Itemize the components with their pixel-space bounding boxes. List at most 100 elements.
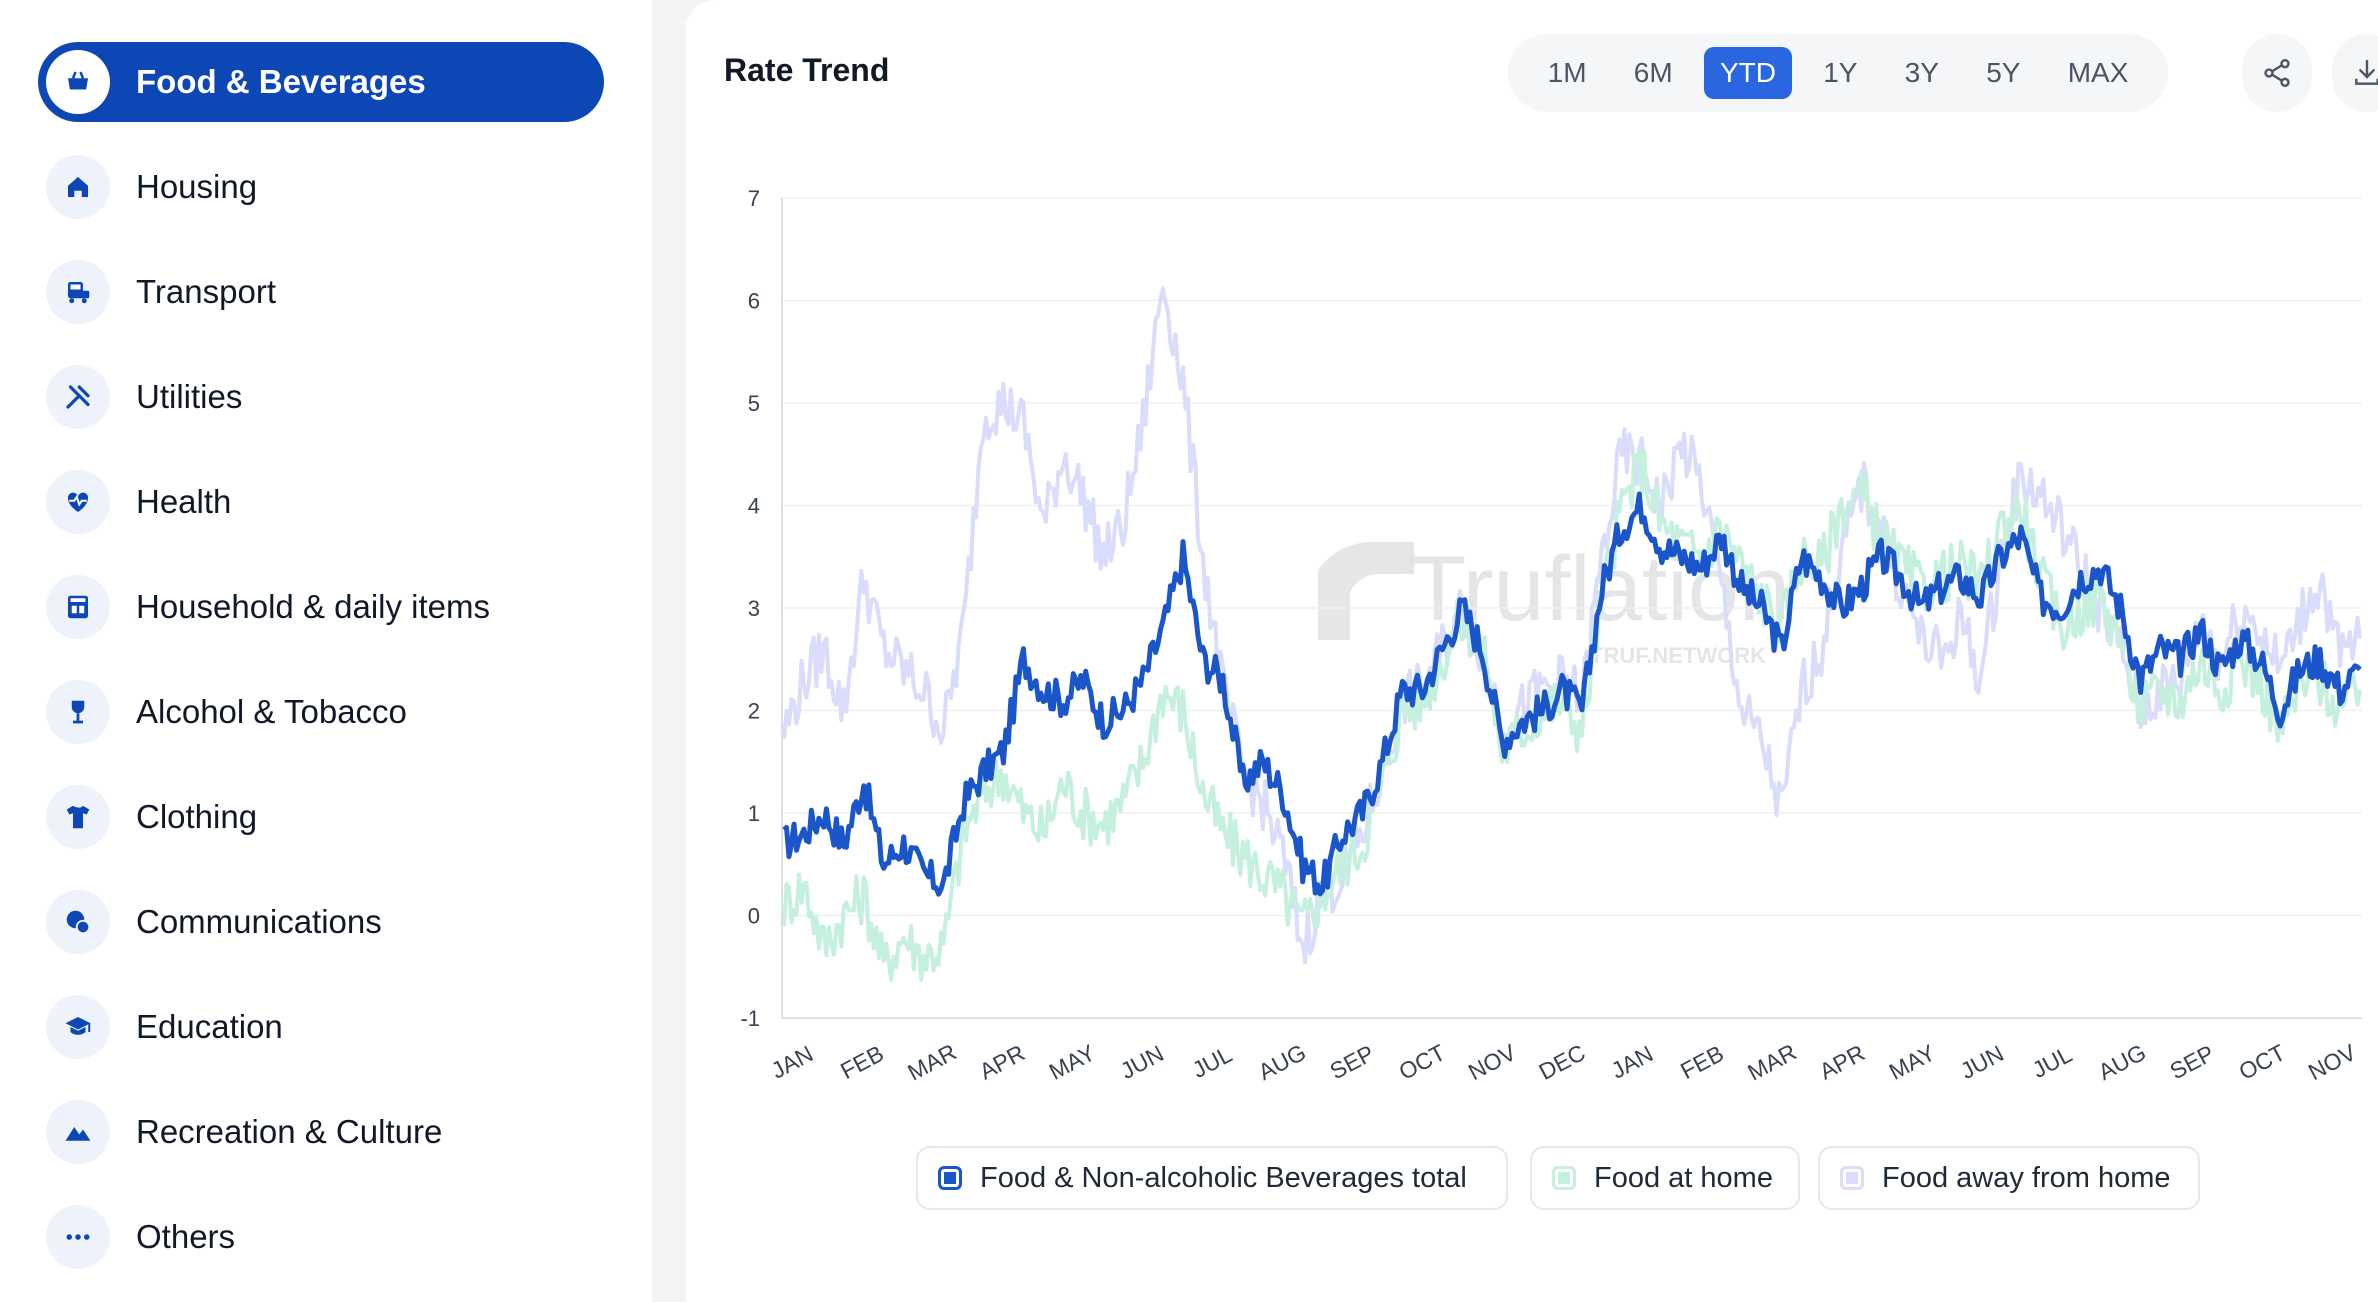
x-tick-label: JAN: [767, 1040, 818, 1083]
share-button[interactable]: [2242, 34, 2312, 112]
more-dots-icon: [46, 1205, 110, 1269]
chat-icon: [46, 890, 110, 954]
sidebar-item-label: Housing: [136, 168, 258, 205]
sidebar-item-label: Food & Beverages: [136, 63, 426, 100]
range-tab-1m[interactable]: 1M: [1547, 57, 1587, 88]
chart-panel: Rate Trend 1M 6M YTD 1Y 3Y 5Y MAX: [686, 0, 2378, 1302]
wine-glass-icon: [46, 680, 110, 744]
sidebar-item-label: Household & daily items: [136, 588, 491, 625]
x-tick-label: MAR: [1743, 1039, 1800, 1086]
legend-label: Food at home: [1594, 1161, 1773, 1194]
y-tick-label: -1: [740, 1006, 760, 1031]
x-tick-label: AUG: [2094, 1039, 2150, 1085]
chart-title: Rate Trend: [724, 52, 890, 88]
legend-swatch: [1552, 1166, 1576, 1190]
sidebar-item-label: Recreation & Culture: [136, 1113, 443, 1150]
legend-swatch: [1840, 1166, 1864, 1190]
series-line-1: [782, 448, 2362, 982]
sidebar-item-education[interactable]: Education: [38, 987, 604, 1067]
y-axis-ticks: -1 0 1 2 3 4 5 6 7: [740, 186, 760, 1031]
tshirt-icon: [46, 785, 110, 849]
sidebar-item-housing[interactable]: Housing: [38, 147, 604, 227]
series-line-0: [782, 491, 2362, 897]
x-tick-label: APR: [1815, 1039, 1869, 1084]
sidebar-item-label: Education: [136, 1008, 283, 1045]
range-tab-6m[interactable]: 6M: [1633, 57, 1673, 88]
share-icon: [2264, 59, 2290, 87]
x-tick-label: JUL: [1188, 1041, 1237, 1083]
sidebar-item-label: Alcohol & Tobacco: [136, 693, 407, 730]
y-tick-label: 5: [748, 391, 760, 416]
time-range-tabs: 1M 6M YTD 1Y 3Y 5Y MAX: [1508, 34, 2168, 112]
x-tick-label: JAN: [1607, 1040, 1658, 1083]
sidebar-item-label: Others: [136, 1218, 236, 1255]
chart-series: [782, 286, 2362, 982]
x-tick-label: NOV: [1464, 1039, 1521, 1086]
sidebar-item-health[interactable]: Health: [38, 462, 604, 542]
sidebar-item-household-daily-items[interactable]: Household & daily items: [38, 567, 604, 647]
tools-icon: [46, 365, 110, 429]
x-tick-label: MAY: [1045, 1039, 1100, 1085]
x-tick-label: APR: [975, 1039, 1029, 1084]
cart-icon: [46, 50, 110, 114]
x-tick-label: JUN: [1956, 1040, 2008, 1084]
y-tick-label: 2: [748, 699, 760, 724]
x-axis-ticks: JAN FEB MAR APR MAY JUN JUL AUG SEP OCT NOV DEC JAN F…: [767, 1039, 2361, 1086]
sidebar-item-food-beverages[interactable]: Food & Beverages: [38, 42, 604, 122]
sidebar-item-transport[interactable]: Transport: [38, 252, 604, 332]
y-tick-label: 0: [748, 904, 760, 929]
mountain-icon: [46, 1100, 110, 1164]
range-tab-max[interactable]: MAX: [2067, 57, 2129, 88]
x-tick-label: AUG: [1254, 1039, 1310, 1085]
x-tick-label: OCT: [2234, 1039, 2289, 1085]
sidebar-item-label: Clothing: [136, 798, 258, 835]
legend-label: Food away from home: [1882, 1161, 2171, 1194]
x-tick-label: SEP: [2166, 1040, 2219, 1085]
x-tick-label: NOV: [2304, 1039, 2361, 1086]
sidebar-item-others[interactable]: Others: [38, 1197, 604, 1277]
sidebar-item-clothing[interactable]: Clothing: [38, 777, 604, 857]
watermark-subtext: TRUF.NETWORK: [1590, 643, 1766, 668]
sidebar-item-label: Utilities: [136, 378, 243, 415]
legend-label: Food & Non-alcoholic Beverages total: [980, 1161, 1467, 1194]
legend-item-0[interactable]: Food & Non-alcoholic Beverages total: [916, 1146, 1508, 1210]
x-tick-label: SEP: [1326, 1040, 1379, 1085]
sidebar-item-communications[interactable]: Communications: [38, 882, 604, 962]
watermark-logo-icon: [1318, 542, 1414, 640]
legend-item-2[interactable]: Food away from home: [1818, 1146, 2200, 1210]
transport-icon: [46, 260, 110, 324]
sidebar-item-alcohol-tobacco[interactable]: Alcohol & Tobacco: [38, 672, 604, 752]
x-tick-label: MAY: [1885, 1039, 1940, 1085]
y-tick-label: 4: [748, 494, 760, 519]
sidebar-item-label: Health: [136, 483, 232, 520]
sidebar-item-recreation-culture[interactable]: Recreation & Culture: [38, 1092, 604, 1172]
chart-grid: [781, 197, 2362, 1019]
house-icon: [46, 155, 110, 219]
x-tick-label: JUL: [2028, 1041, 2077, 1083]
y-tick-label: 1: [748, 801, 760, 826]
y-tick-label: 7: [748, 186, 760, 211]
category-sidebar: Food & Beverages Housing Transport Utilitie…: [0, 0, 652, 1302]
range-tab-1y[interactable]: 1Y: [1823, 57, 1858, 88]
x-tick-label: FEB: [836, 1040, 888, 1084]
legend-item-1[interactable]: Food at home: [1530, 1146, 1800, 1210]
x-tick-label: MAR: [903, 1039, 960, 1086]
x-tick-label: DEC: [1534, 1039, 1589, 1085]
range-tab-ytd[interactable]: YTD: [1703, 47, 1792, 99]
y-tick-label: 6: [748, 289, 760, 314]
range-tab-5y[interactable]: 5Y: [1986, 57, 2021, 88]
download-button[interactable]: [2332, 34, 2378, 112]
legend-swatch: [938, 1166, 962, 1190]
sidebar-item-label: Communications: [136, 903, 382, 940]
range-tab-3y[interactable]: 3Y: [1904, 57, 1939, 88]
x-tick-label: JUN: [1116, 1040, 1168, 1084]
appliance-icon: [46, 575, 110, 639]
graduation-cap-icon: [46, 995, 110, 1059]
sidebar-item-label: Transport: [136, 273, 276, 310]
heart-pulse-icon: [46, 470, 110, 534]
x-tick-label: OCT: [1394, 1039, 1449, 1085]
sidebar-item-utilities[interactable]: Utilities: [38, 357, 604, 437]
y-tick-label: 3: [748, 596, 760, 621]
x-tick-label: FEB: [1676, 1040, 1728, 1084]
